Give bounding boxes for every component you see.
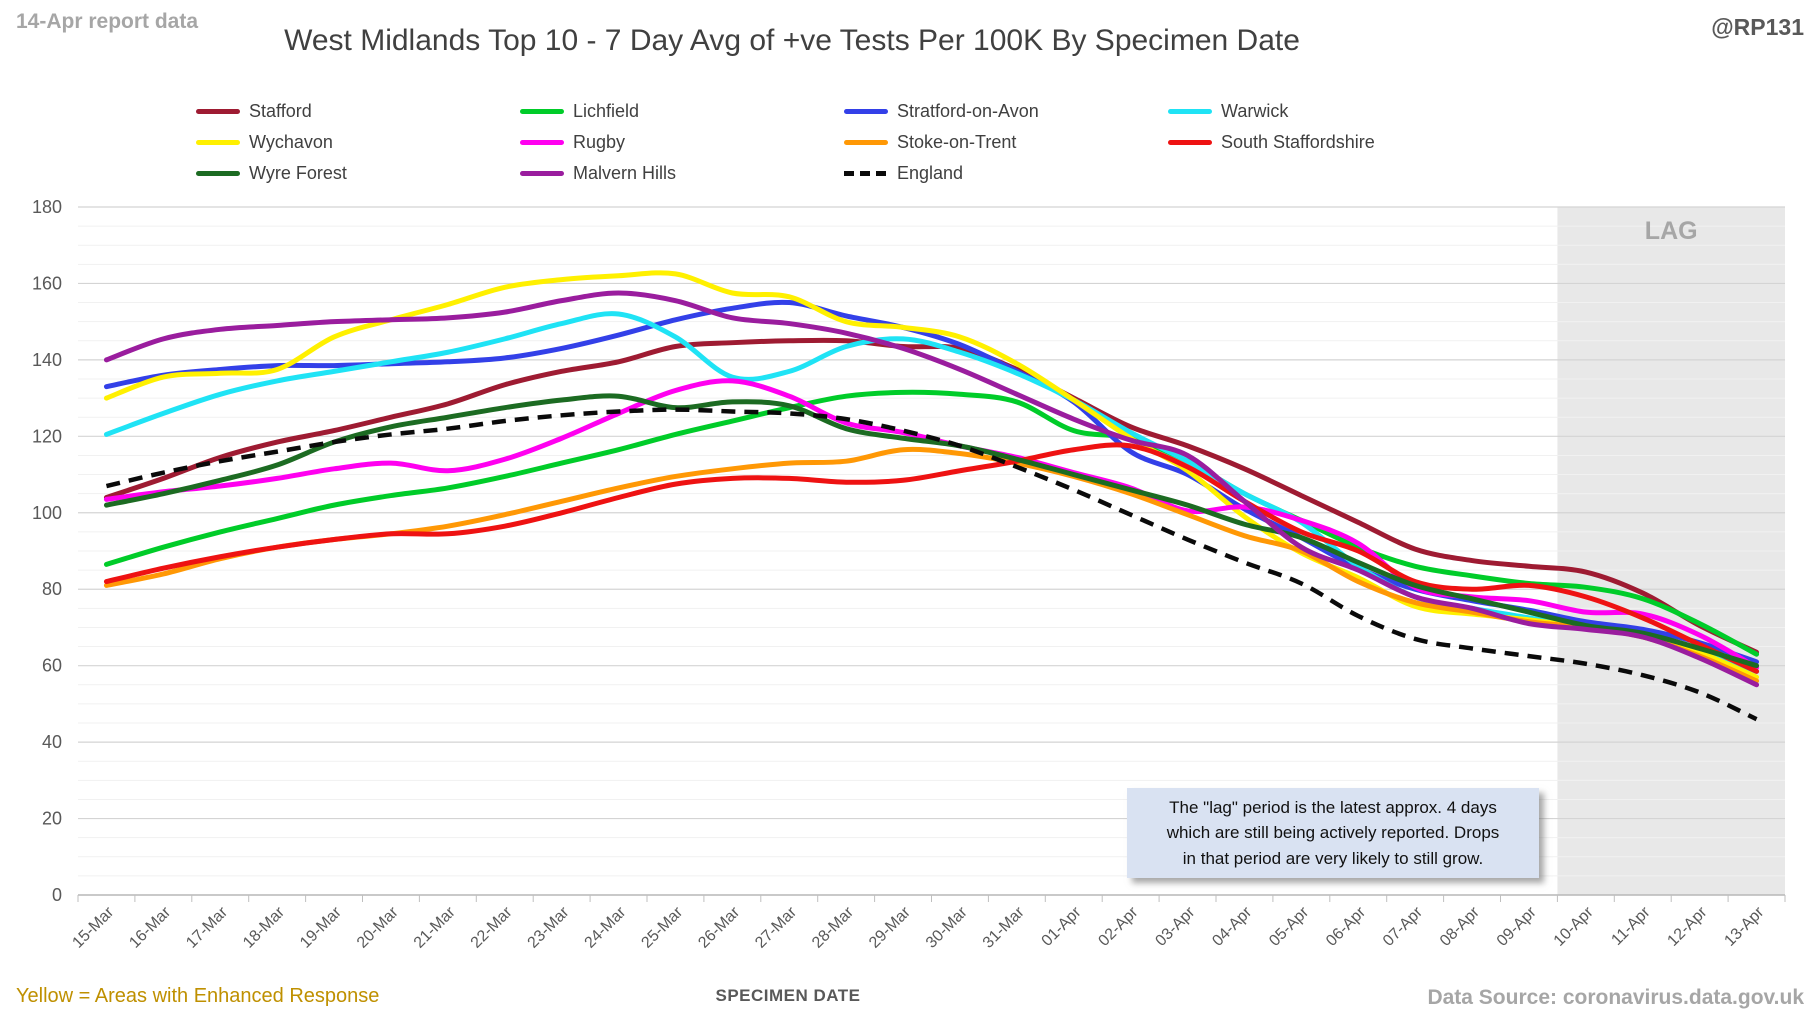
- legend-label: Rugby: [573, 132, 626, 152]
- legend-line-swatch: [844, 109, 888, 114]
- legend-label: England: [897, 163, 964, 183]
- x-axis-label: 06-Apr: [1323, 903, 1369, 949]
- legend-label: Lichfield: [573, 101, 640, 121]
- x-axis-label: 15-Mar: [69, 903, 117, 951]
- x-axis-label: 23-Mar: [525, 903, 573, 951]
- x-axis-label: 27-Mar: [752, 903, 800, 951]
- author-handle: @RP131: [1711, 14, 1804, 40]
- x-axis-label: 25-Mar: [638, 903, 686, 951]
- x-axis-label: 02-Apr: [1095, 903, 1141, 949]
- lag-annotation-line: which are still being actively reported.…: [1166, 823, 1500, 843]
- legend-line-swatch: [196, 171, 240, 176]
- series-line-wyre-forest: [103, 393, 1760, 669]
- legend-label: Warwick: [1221, 101, 1289, 121]
- y-axis-label: 120: [32, 426, 62, 446]
- legend-item-wychavon: Wychavon: [196, 132, 520, 153]
- legend-line-swatch: [1168, 109, 1212, 114]
- x-axis-label: 10-Apr: [1551, 903, 1597, 949]
- x-axis-label: 29-Mar: [866, 903, 914, 951]
- report-note: 14-Apr report data: [16, 10, 199, 33]
- legend-label: South Staffordshire: [1221, 132, 1375, 152]
- legend-label: Malvern Hills: [573, 163, 677, 183]
- x-axis-title: SPECIMEN DATE: [715, 986, 861, 1005]
- x-axis-label: 03-Apr: [1152, 903, 1198, 949]
- x-axis-label: 13-Apr: [1721, 903, 1767, 949]
- legend-item-rugby: Rugby: [520, 132, 844, 153]
- legend-line-swatch: [844, 140, 888, 145]
- legend-item-stafford: Stafford: [196, 101, 520, 122]
- legend-line-swatch: [844, 171, 888, 176]
- legend-line-swatch: [520, 109, 564, 114]
- legend-line-swatch: [520, 171, 564, 176]
- x-axis-label: 26-Mar: [695, 903, 743, 951]
- x-axis-label: 07-Apr: [1380, 903, 1426, 949]
- legend-item-england: England: [844, 163, 1168, 184]
- x-axis-label: 17-Mar: [183, 903, 231, 951]
- x-axis-label: 12-Apr: [1664, 903, 1710, 949]
- legend-item-wyre-forest: Wyre Forest: [196, 163, 520, 184]
- x-axis-label: 21-Mar: [411, 903, 459, 951]
- y-axis-label: 160: [32, 273, 62, 293]
- legend-line-swatch: [196, 109, 240, 114]
- x-axis-label: 16-Mar: [126, 903, 174, 951]
- x-axis-label: 18-Mar: [240, 903, 288, 951]
- legend-item-stratford-on-avon: Stratford-on-Avon: [844, 101, 1168, 122]
- lag-annotation-line: in that period are very likely to still …: [1182, 848, 1484, 868]
- legend-item-warwick: Warwick: [1168, 101, 1492, 122]
- x-axis-label: 08-Apr: [1437, 903, 1483, 949]
- x-axis-label: 04-Apr: [1209, 903, 1255, 949]
- x-axis-label: 22-Mar: [468, 903, 516, 951]
- x-axis-label: 05-Apr: [1266, 903, 1312, 949]
- lag-annotation-line: The "lag" period is the latest approx. 4…: [1169, 798, 1497, 818]
- x-axis-label: 31-Mar: [980, 903, 1028, 951]
- x-axis-label: 01-Apr: [1039, 903, 1085, 949]
- x-axis-label: 09-Apr: [1494, 903, 1540, 949]
- legend-line-swatch: [196, 140, 240, 145]
- lag-annotation-box: The "lag" period is the latest approx. 4…: [1127, 788, 1539, 878]
- legend-label: Wyre Forest: [249, 163, 347, 183]
- y-axis-label: 20: [42, 809, 62, 829]
- y-axis-label: 80: [42, 579, 62, 599]
- legend-label: Stoke-on-Trent: [897, 132, 1017, 152]
- legend: Stafford Lichfield Stratford-on-Avon Warwic…: [196, 96, 1492, 189]
- legend-label: Stratford-on-Avon: [897, 101, 1039, 121]
- series-line-lichfield: [103, 389, 1760, 657]
- legend-item-south-staffordshire: South Staffordshire: [1168, 132, 1492, 153]
- page-title: West Midlands Top 10 - 7 Day Avg of +ve …: [284, 24, 1300, 57]
- legend-item-stoke-on-trent: Stoke-on-Trent: [844, 132, 1168, 153]
- x-axis-label: 24-Mar: [582, 903, 630, 951]
- y-axis-label: 0: [52, 885, 62, 905]
- legend-item-lichfield: Lichfield: [520, 101, 844, 122]
- legend-line-swatch: [1168, 140, 1212, 145]
- y-axis-label: 60: [42, 656, 62, 676]
- y-axis-label: 140: [32, 350, 62, 370]
- legend-label: Stafford: [249, 101, 312, 121]
- series-line-south-staffordshire: [103, 442, 1760, 674]
- y-axis-label: 100: [32, 503, 62, 523]
- x-axis-label: 28-Mar: [809, 903, 857, 951]
- data-source-note: Data Source: coronavirus.data.gov.uk: [1427, 986, 1804, 1009]
- enhanced-response-note: Yellow = Areas with Enhanced Response: [16, 985, 380, 1007]
- lag-label: LAG: [1645, 217, 1698, 245]
- legend-label: Wychavon: [249, 132, 333, 152]
- series-line-malvern-hills: [103, 290, 1760, 688]
- y-axis-label: 180: [32, 197, 62, 217]
- x-axis-label: 19-Mar: [297, 903, 345, 951]
- legend-item-malvern-hills: Malvern Hills: [520, 163, 844, 184]
- x-axis-label: 30-Mar: [923, 903, 971, 951]
- x-axis-label: 20-Mar: [354, 903, 402, 951]
- series-line-england: [105, 407, 1758, 722]
- y-axis-label: 40: [42, 732, 62, 752]
- legend-line-swatch: [520, 140, 564, 145]
- x-axis-label: 11-Apr: [1608, 903, 1654, 949]
